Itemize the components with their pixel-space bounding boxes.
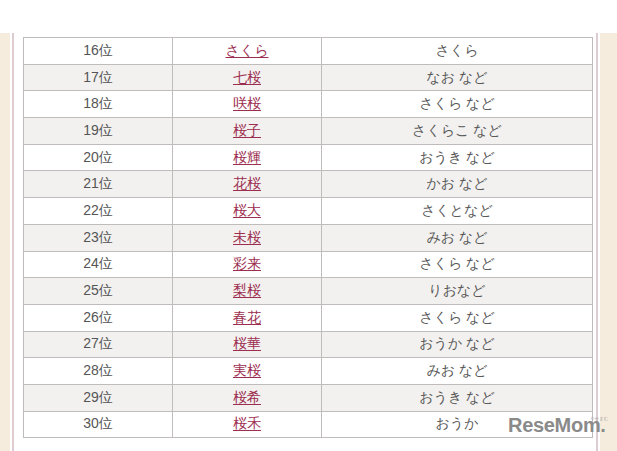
svg-text:りせまむ: りせまむ [590,416,609,421]
